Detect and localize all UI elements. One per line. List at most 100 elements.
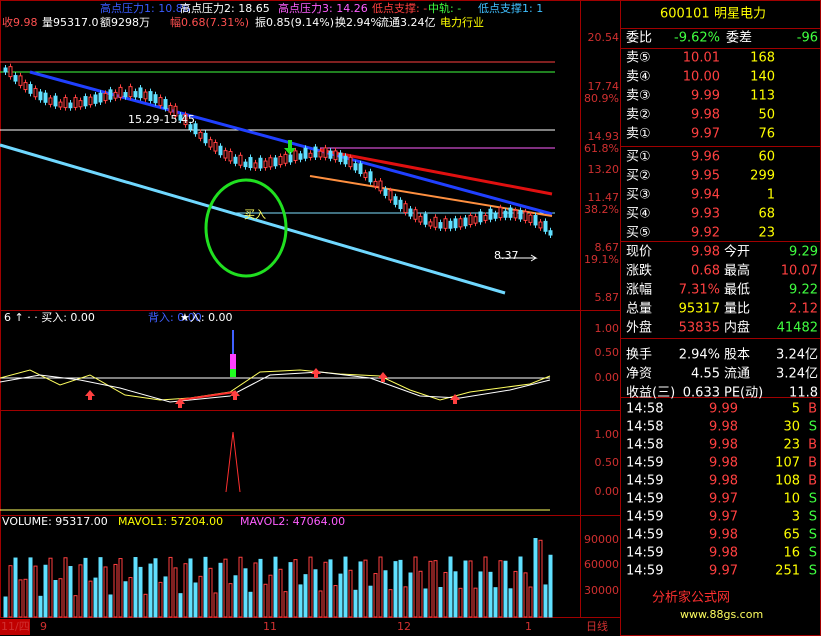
tick-time: 14:58 [626, 438, 663, 453]
price-axis-label: 61.8% [584, 142, 619, 155]
legend-item: 低点支撑1: 1 [478, 1, 543, 15]
candle-body [503, 210, 508, 218]
candle-body [533, 215, 538, 226]
volume-bar [208, 567, 213, 618]
legend-item: 中轨: - [428, 1, 461, 15]
volume-bar [518, 556, 523, 618]
volume-bar [398, 559, 403, 618]
order-volume: 1 [767, 188, 775, 203]
candle-body [268, 157, 273, 168]
tick-side: S [809, 510, 817, 525]
candle-body [378, 180, 383, 192]
volume-bar [93, 577, 98, 618]
candle-body [223, 150, 228, 159]
volume-bar [383, 570, 388, 618]
order-price: 9.95 [691, 169, 720, 184]
volume-bar [23, 578, 28, 618]
stat-value: 7.31% [679, 283, 720, 298]
volume-bar [158, 581, 163, 618]
tick-side: B [808, 402, 817, 417]
volume-bar [443, 571, 448, 618]
candle-body [383, 188, 388, 196]
order-label: 买② [626, 169, 651, 184]
order-label: 卖③ [626, 89, 651, 104]
stat-value: 9.98 [691, 245, 720, 260]
weibi-cell: -96 [797, 31, 818, 46]
volume-bar [338, 573, 343, 618]
volume-bar [543, 584, 548, 618]
indicator-axis-label: 1.00 [595, 322, 620, 335]
order-price: 9.98 [691, 108, 720, 123]
candles [3, 63, 553, 239]
down-arrow [284, 140, 296, 155]
volume-bar [48, 557, 53, 618]
volume-bar [288, 562, 293, 618]
tick-side: B [808, 438, 817, 453]
candle-body [293, 150, 298, 161]
volume-bar [483, 556, 488, 618]
quote-item: 电力行业 [440, 16, 484, 29]
tick-price: 9.98 [709, 456, 738, 471]
volume-bar [523, 572, 528, 618]
stat-label: PE(动) [724, 386, 763, 401]
stat-label: 最高 [724, 263, 750, 279]
volume-bar [33, 565, 38, 618]
candle-body [478, 211, 483, 223]
indicator-axis-label: 0.50 [595, 346, 620, 359]
tick-side: B [808, 474, 817, 489]
volume-bar [498, 560, 503, 618]
signal-axis-label: 0.00 [595, 485, 620, 498]
tick-price: 9.97 [709, 564, 738, 579]
volume-bar [308, 556, 313, 618]
tick-side: S [809, 492, 817, 507]
candle-body [173, 105, 178, 117]
candle-body [123, 92, 128, 98]
volume-bar [268, 574, 273, 618]
stat-value: 41482 [777, 321, 818, 336]
indicator-line [0, 369, 551, 401]
signal-bar [230, 369, 236, 377]
volume-axis-label: 30000 [584, 584, 619, 597]
indicator-header: 背入: 0.00 [148, 310, 202, 324]
candle-body [208, 139, 213, 148]
volume-bar [348, 569, 353, 618]
candle-body [308, 152, 313, 158]
stat-value: 9.29 [789, 245, 818, 260]
order-volume: 68 [758, 207, 775, 222]
stat-label: 量比 [724, 302, 750, 317]
tick-price: 9.97 [709, 510, 738, 525]
candle-body [453, 218, 458, 229]
candle-body [398, 199, 403, 210]
volume-bar [78, 564, 83, 618]
candle-body [43, 92, 48, 103]
trend-line [319, 148, 553, 196]
stock-code: 600101 [660, 7, 710, 22]
candle-body [88, 96, 93, 106]
volume-bar [53, 580, 58, 618]
volume-bar [8, 565, 13, 618]
tick-time: 14:59 [626, 510, 663, 525]
volume-axis-label: 60000 [584, 558, 619, 571]
price-axis-label: 13.20 [588, 163, 620, 176]
volume-bar [533, 538, 538, 618]
stat-label: 最低 [724, 283, 750, 298]
order-label: 卖① [626, 127, 651, 142]
tick-volume: 107 [775, 456, 800, 471]
volume-bar [58, 578, 63, 618]
volume-bar [198, 575, 203, 618]
order-volume: 50 [758, 108, 775, 123]
quote-item: 收9.98 [2, 15, 38, 29]
candle-body [283, 153, 288, 164]
candle-body [28, 84, 33, 94]
candle-body [548, 230, 553, 236]
volume-bar [503, 560, 508, 618]
price-axis-label: 38.2% [584, 203, 619, 216]
candle-body [218, 145, 223, 156]
volume-bar [128, 577, 133, 618]
stat-value: 11.8 [789, 386, 818, 401]
volume-header: MAVOL2: 47064.00 [240, 515, 345, 528]
volume-bar [253, 562, 258, 618]
volume-bar [323, 561, 328, 618]
volume-bar [493, 587, 498, 618]
